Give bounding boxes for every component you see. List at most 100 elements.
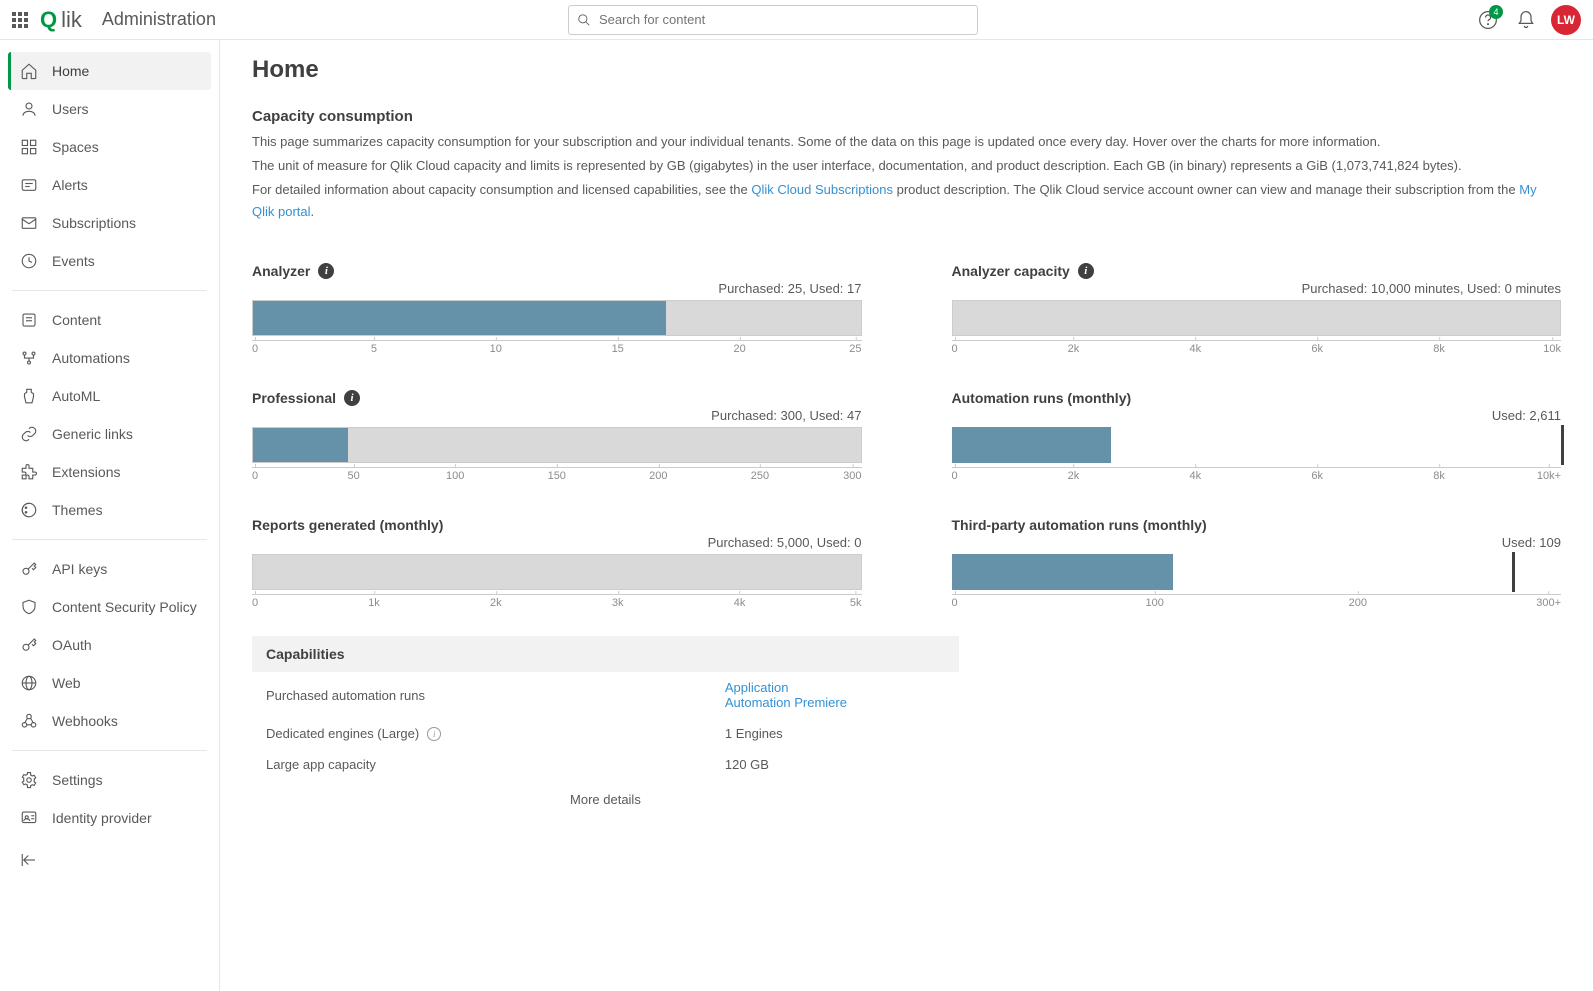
sidebar-item-webhooks[interactable]: Webhooks xyxy=(8,702,211,740)
intro-p1: This page summarizes capacity consumptio… xyxy=(252,131,1561,153)
web-icon xyxy=(20,674,38,692)
cap-label: Large app capacity xyxy=(266,757,725,772)
sidebar-item-content-security-policy[interactable]: Content Security Policy xyxy=(8,588,211,626)
sidebar-item-api-keys[interactable]: API keys xyxy=(8,550,211,588)
chart-analyzer: AnalyzeriPurchased: 25, Used: 1705101520… xyxy=(252,263,862,362)
sidebar-item-label: Extensions xyxy=(52,464,120,480)
cap-link[interactable]: Automation Premiere xyxy=(725,695,945,710)
info-icon[interactable]: i xyxy=(427,727,441,741)
top-bar: Qlik Administration 4 LW xyxy=(0,0,1593,40)
subscriptions-icon xyxy=(20,214,38,232)
sidebar-item-label: Subscriptions xyxy=(52,215,136,231)
chart-subtitle: Purchased: 25, Used: 17 xyxy=(252,281,862,296)
api-keys-icon xyxy=(20,560,38,578)
axis: 0100200300+ xyxy=(952,594,1562,616)
cap-label: Dedicated engines (Large)i xyxy=(266,726,725,741)
chart-title: Reports generated (monthly) xyxy=(252,517,862,533)
sidebar-item-label: AutoML xyxy=(52,388,100,404)
axis: 050100150200250300 xyxy=(252,467,862,489)
chart-title: Analyzer capacityi xyxy=(952,263,1562,279)
sidebar-item-automl[interactable]: AutoML xyxy=(8,377,211,415)
page-title: Home xyxy=(252,56,1561,84)
sidebar-item-subscriptions[interactable]: Subscriptions xyxy=(8,204,211,242)
bar-fill xyxy=(952,427,1111,463)
events-icon xyxy=(20,252,38,270)
sidebar-item-events[interactable]: Events xyxy=(8,242,211,280)
info-icon[interactable]: i xyxy=(1078,263,1094,279)
sidebar-item-oauth[interactable]: OAuth xyxy=(8,626,211,664)
bar-fill xyxy=(952,554,1173,590)
axis: 02k4k6k8k10k+ xyxy=(952,467,1562,489)
cap-link[interactable]: Application xyxy=(725,680,945,695)
capabilities-row: Purchased automation runsApplicationAuto… xyxy=(252,672,959,718)
oauth-icon xyxy=(20,636,38,654)
sidebar-item-label: API keys xyxy=(52,561,107,577)
sidebar-collapse-button[interactable] xyxy=(8,841,211,882)
bar-fill xyxy=(253,428,348,462)
sidebar: Home Users Spaces Alerts Subscriptions Events… xyxy=(0,40,220,991)
automl-icon xyxy=(20,387,38,405)
axis: 0510152025 xyxy=(252,340,862,362)
themes-icon xyxy=(20,501,38,519)
intro-p3: For detailed information about capacity … xyxy=(252,179,1561,223)
notifications-button[interactable] xyxy=(1513,7,1539,33)
sidebar-item-users[interactable]: Users xyxy=(8,90,211,128)
identity-provider-icon xyxy=(20,809,38,827)
sidebar-item-label: Home xyxy=(52,63,89,79)
spaces-icon xyxy=(20,138,38,156)
sidebar-item-spaces[interactable]: Spaces xyxy=(8,128,211,166)
link-subscriptions[interactable]: Qlik Cloud Subscriptions xyxy=(751,182,893,197)
sidebar-item-content[interactable]: Content xyxy=(8,301,211,339)
sidebar-item-alerts[interactable]: Alerts xyxy=(8,166,211,204)
content-security-policy-icon xyxy=(20,598,38,616)
webhooks-icon xyxy=(20,712,38,730)
sidebar-item-label: Spaces xyxy=(52,139,99,155)
sidebar-item-themes[interactable]: Themes xyxy=(8,491,211,529)
sidebar-item-home[interactable]: Home xyxy=(8,52,211,90)
chart-professional: ProfessionaliPurchased: 300, Used: 47050… xyxy=(252,390,862,489)
search-input[interactable] xyxy=(599,12,969,27)
chart-title: Professionali xyxy=(252,390,862,406)
more-details-button[interactable]: More details xyxy=(252,780,959,807)
capabilities-table: Capabilities Purchased automation runsAp… xyxy=(252,636,959,807)
bar-track xyxy=(952,300,1562,336)
sidebar-item-extensions[interactable]: Extensions xyxy=(8,453,211,491)
intro-p2: The unit of measure for Qlik Cloud capac… xyxy=(252,155,1561,177)
intro-section: Capacity consumption This page summarize… xyxy=(252,108,1561,223)
user-avatar[interactable]: LW xyxy=(1551,5,1581,35)
extensions-icon xyxy=(20,463,38,481)
chart-subtitle: Used: 109 xyxy=(952,535,1562,550)
sidebar-item-identity-provider[interactable]: Identity provider xyxy=(8,799,211,837)
home-icon xyxy=(20,62,38,80)
bar-track xyxy=(252,427,862,463)
sidebar-item-generic-links[interactable]: Generic links xyxy=(8,415,211,453)
info-icon[interactable]: i xyxy=(318,263,334,279)
bar-fill xyxy=(253,301,666,335)
sidebar-item-settings[interactable]: Settings xyxy=(8,761,211,799)
sidebar-item-label: Alerts xyxy=(52,177,88,193)
chart-subtitle: Used: 2,611 xyxy=(952,408,1562,423)
sidebar-item-automations[interactable]: Automations xyxy=(8,339,211,377)
collapse-icon xyxy=(20,851,38,869)
app-launcher-icon[interactable] xyxy=(12,12,28,28)
cap-label: Purchased automation runs xyxy=(266,680,725,710)
bar-track xyxy=(252,554,862,590)
sidebar-item-web[interactable]: Web xyxy=(8,664,211,702)
sidebar-item-label: Users xyxy=(52,101,89,117)
info-icon[interactable]: i xyxy=(344,390,360,406)
main-content: Home Capacity consumption This page summ… xyxy=(220,40,1593,991)
sidebar-item-label: OAuth xyxy=(52,637,92,653)
sidebar-item-label: Identity provider xyxy=(52,810,152,826)
chart-subtitle: Purchased: 5,000, Used: 0 xyxy=(252,535,862,550)
help-button[interactable]: 4 xyxy=(1475,7,1501,33)
search-box[interactable] xyxy=(568,5,978,35)
chart-third_party: Third-party automation runs (monthly)Use… xyxy=(952,517,1562,616)
cap-value: ApplicationAutomation Premiere xyxy=(725,680,945,710)
section-heading: Capacity consumption xyxy=(252,108,1561,125)
bar-track xyxy=(952,427,1562,463)
bar-track xyxy=(952,554,1562,590)
capabilities-row: Dedicated engines (Large)i1 Engines xyxy=(252,718,959,749)
chart-automation_runs: Automation runs (monthly)Used: 2,61102k4… xyxy=(952,390,1562,489)
qlik-logo: Qlik xyxy=(40,7,82,33)
capabilities-row: Large app capacity120 GB xyxy=(252,749,959,780)
